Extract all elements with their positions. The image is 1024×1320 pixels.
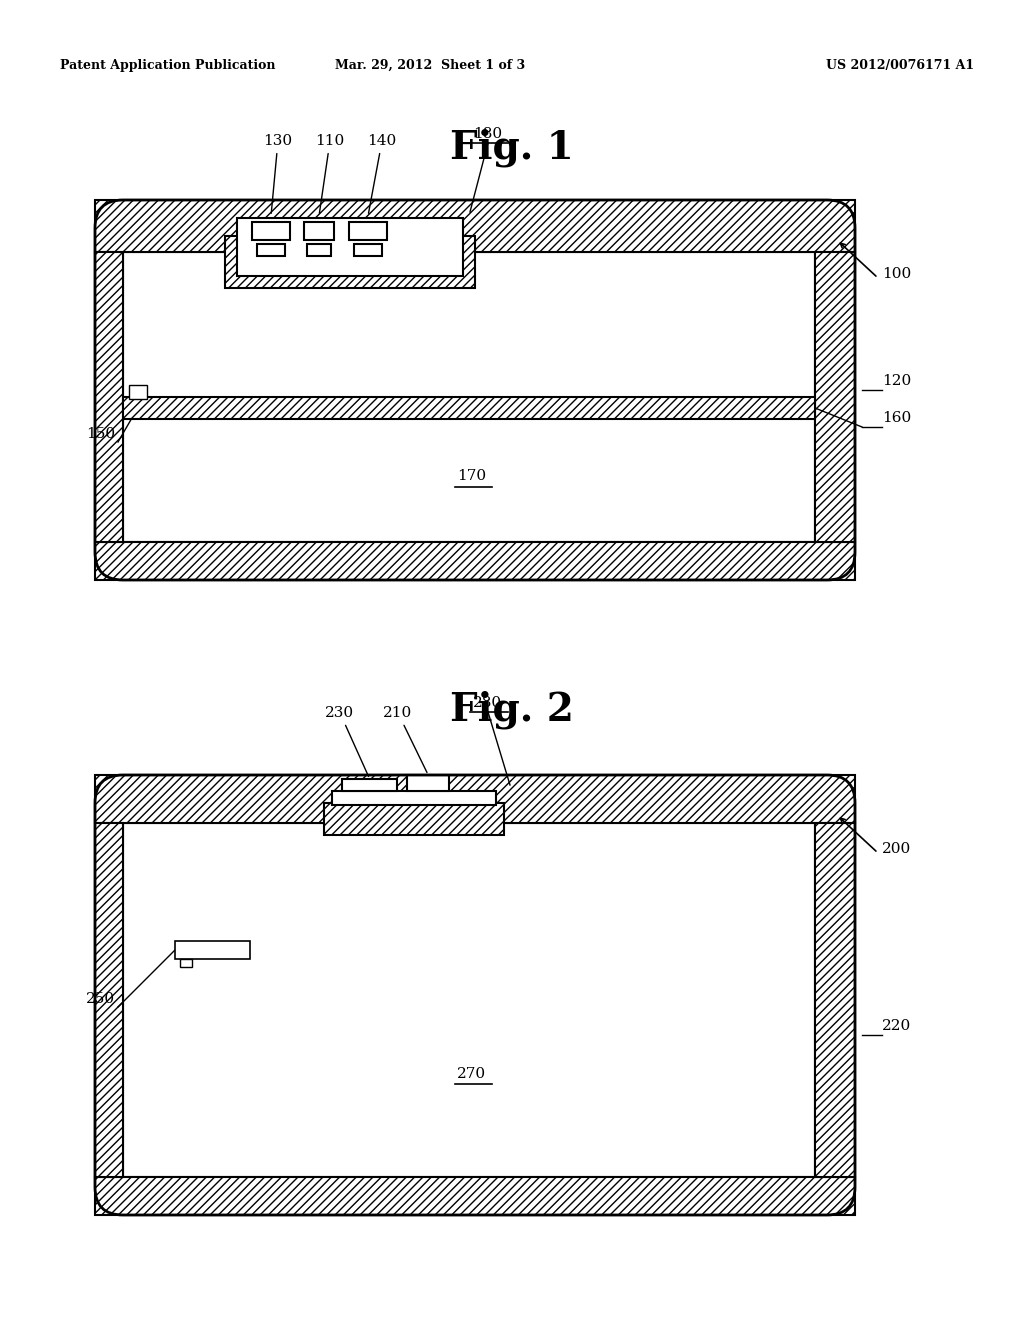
Text: 170: 170 [458, 470, 486, 483]
Text: 200: 200 [882, 842, 911, 855]
Bar [123, 822, 815, 1177]
Bar [95, 775, 855, 822]
Bar [225, 236, 475, 288]
Text: US 2012/0076171 A1: US 2012/0076171 A1 [826, 58, 974, 71]
Text: Fig. 1: Fig. 1 [451, 129, 573, 168]
Bar [175, 941, 250, 960]
Bar [95, 1177, 855, 1214]
Bar [237, 218, 463, 276]
Bar [815, 252, 855, 543]
Bar [95, 543, 855, 579]
Bar [95, 201, 855, 252]
Bar [325, 803, 504, 836]
Bar [304, 222, 334, 240]
Bar [815, 822, 855, 1177]
Bar [257, 244, 285, 256]
Text: Fig. 2: Fig. 2 [451, 690, 573, 729]
Text: 100: 100 [882, 267, 911, 281]
Text: 180: 180 [473, 127, 503, 141]
Text: 220: 220 [882, 1019, 911, 1034]
Bar [408, 775, 450, 791]
Bar [95, 252, 123, 543]
Bar [354, 244, 382, 256]
Bar [180, 960, 193, 968]
Bar [252, 222, 290, 240]
Bar [123, 252, 815, 543]
Text: 110: 110 [315, 135, 345, 214]
Text: 210: 210 [383, 706, 427, 772]
Text: 130: 130 [263, 135, 293, 214]
Text: 250: 250 [86, 993, 115, 1006]
Text: Mar. 29, 2012  Sheet 1 of 3: Mar. 29, 2012 Sheet 1 of 3 [335, 58, 525, 71]
Bar [129, 385, 147, 399]
Bar [349, 222, 387, 240]
Text: 230: 230 [326, 706, 369, 776]
Bar [342, 779, 397, 791]
Text: Patent Application Publication: Patent Application Publication [60, 58, 275, 71]
Bar [332, 791, 497, 805]
Text: 270: 270 [458, 1067, 486, 1081]
Text: 140: 140 [368, 135, 396, 214]
Text: 280: 280 [473, 696, 503, 710]
Text: 160: 160 [882, 411, 911, 425]
Text: 120: 120 [882, 374, 911, 388]
Bar [95, 822, 123, 1177]
Bar [307, 244, 331, 256]
Text: 150: 150 [86, 426, 115, 441]
Bar [123, 397, 815, 418]
